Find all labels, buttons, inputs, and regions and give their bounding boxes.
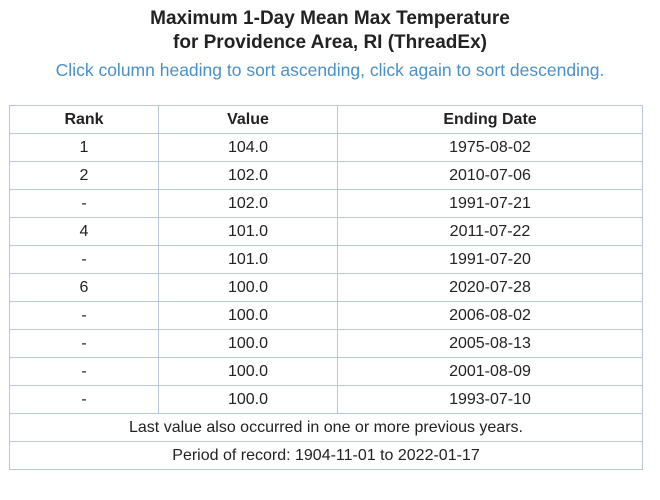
rank-cell: -: [9, 189, 159, 218]
table-row: 4 101.0 2011-07-22: [9, 217, 643, 246]
rank-cell: -: [9, 357, 159, 386]
sort-instructions: Click column heading to sort ascending, …: [55, 60, 605, 80]
period-row: Period of record: 1904-11-01 to 2022-01-…: [9, 441, 643, 470]
date-cell: 1975-08-02: [337, 133, 643, 162]
date-cell: 1991-07-21: [337, 189, 643, 218]
ending-date-column-header[interactable]: Ending Date: [337, 105, 643, 134]
rank-column-header[interactable]: Rank: [9, 105, 159, 134]
value-cell: 100.0: [158, 385, 338, 414]
title-line-2: for Providence Area, RI (ThreadEx): [173, 32, 487, 53]
value-column-header[interactable]: Value: [158, 105, 338, 134]
records-table: Rank Value Ending Date 1 104.0 1975-08-0…: [9, 105, 643, 470]
date-cell: 1991-07-20: [337, 245, 643, 274]
title-line-1: Maximum 1-Day Mean Max Temperature: [150, 8, 510, 29]
value-cell: 104.0: [158, 133, 338, 162]
date-cell: 2020-07-28: [337, 273, 643, 302]
table-row: - 100.0 1993-07-10: [9, 385, 643, 414]
date-cell: 2001-08-09: [337, 357, 643, 386]
rank-cell: 4: [9, 217, 159, 246]
value-cell: 102.0: [158, 161, 338, 190]
page-title: Maximum 1-Day Mean Max Temperature for P…: [0, 7, 660, 55]
rank-cell: 1: [9, 133, 159, 162]
rank-cell: 2: [9, 161, 159, 190]
value-cell: 101.0: [158, 217, 338, 246]
rank-cell: -: [9, 245, 159, 274]
date-cell: 2011-07-22: [337, 217, 643, 246]
table-row: - 100.0 2001-08-09: [9, 357, 643, 386]
value-cell: 100.0: [158, 357, 338, 386]
footnote-text: Last value also occurred in one or more …: [9, 413, 643, 442]
rank-cell: -: [9, 329, 159, 358]
rank-cell: 6: [9, 273, 159, 302]
table-row: 2 102.0 2010-07-06: [9, 161, 643, 190]
table-row: 6 100.0 2020-07-28: [9, 273, 643, 302]
table-row: - 102.0 1991-07-21: [9, 189, 643, 218]
footnote-row: Last value also occurred in one or more …: [9, 413, 643, 442]
date-cell: 1993-07-10: [337, 385, 643, 414]
date-cell: 2005-08-13: [337, 329, 643, 358]
table-row: 1 104.0 1975-08-02: [9, 133, 643, 162]
period-of-record: Period of record: 1904-11-01 to 2022-01-…: [9, 441, 643, 470]
table-row: - 100.0 2005-08-13: [9, 329, 643, 358]
table-row: - 100.0 2006-08-02: [9, 301, 643, 330]
value-cell: 100.0: [158, 329, 338, 358]
rank-cell: -: [9, 385, 159, 414]
date-cell: 2006-08-02: [337, 301, 643, 330]
rank-cell: -: [9, 301, 159, 330]
header-row: Rank Value Ending Date: [9, 105, 643, 134]
date-cell: 2010-07-06: [337, 161, 643, 190]
value-cell: 101.0: [158, 245, 338, 274]
table-row: - 101.0 1991-07-20: [9, 245, 643, 274]
value-cell: 100.0: [158, 301, 338, 330]
value-cell: 100.0: [158, 273, 338, 302]
value-cell: 102.0: [158, 189, 338, 218]
